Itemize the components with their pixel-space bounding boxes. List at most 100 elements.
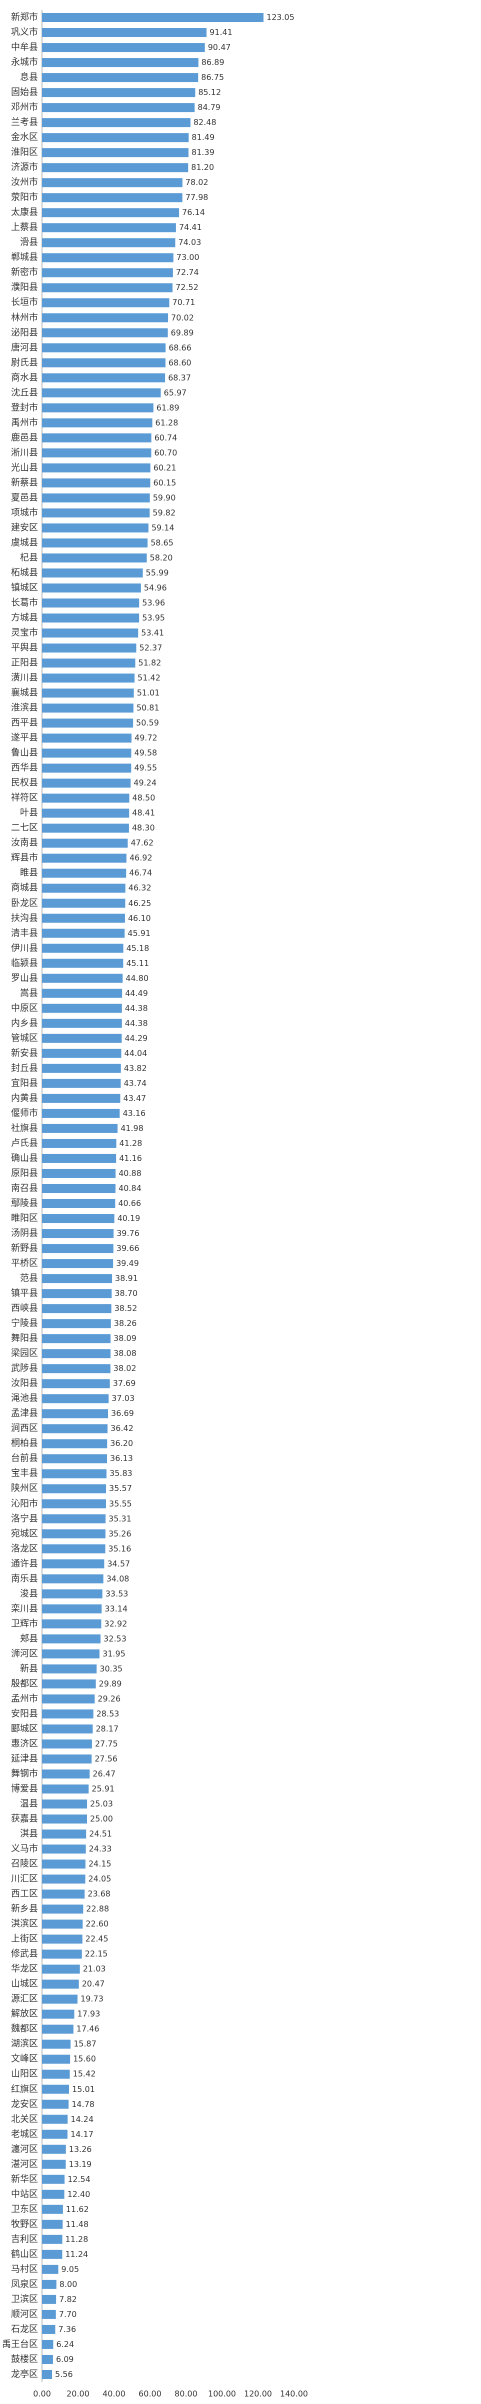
- y-tick-label: 义马市: [11, 1843, 38, 1855]
- y-tick-label: 虞城县: [11, 536, 38, 548]
- value-label: 91.41: [210, 28, 233, 37]
- value-label: 77.98: [185, 193, 208, 202]
- y-tick-label: 鼓楼区: [11, 2353, 38, 2365]
- value-label: 81.20: [191, 163, 214, 172]
- bar: [42, 1289, 112, 1299]
- value-label: 53.41: [141, 629, 164, 638]
- bar: [42, 118, 191, 128]
- y-tick-label: 中站区: [11, 2188, 38, 2200]
- bar: [42, 643, 137, 653]
- bar: [42, 568, 143, 578]
- y-tick-label: 民权县: [11, 777, 38, 789]
- y-tick-label: 息县: [20, 71, 38, 83]
- bar: [42, 1964, 80, 1974]
- bar: [42, 778, 131, 788]
- bar: [42, 883, 126, 893]
- bar: [42, 853, 127, 863]
- y-tick-label: 涧西区: [11, 1422, 38, 1434]
- value-label: 58.20: [150, 553, 173, 562]
- value-label: 86.89: [201, 58, 224, 67]
- y-tick-label: 汝阳县: [11, 1377, 38, 1389]
- value-label: 22.45: [85, 1935, 108, 1944]
- bar: [42, 1604, 102, 1614]
- value-label: 27.75: [95, 1739, 118, 1748]
- bar: [42, 1589, 103, 1599]
- value-label: 46.74: [129, 869, 152, 878]
- bar: [42, 1514, 106, 1524]
- bar: [42, 13, 264, 23]
- value-label: 61.89: [156, 403, 179, 412]
- y-tick-label: 尉氏县: [11, 356, 38, 368]
- bar: [42, 958, 124, 968]
- value-label: 39.66: [116, 1244, 139, 1253]
- bar: [42, 673, 135, 683]
- value-label: 24.05: [88, 1875, 111, 1884]
- value-label: 34.57: [107, 1559, 130, 1568]
- value-label: 15.01: [72, 2085, 95, 2094]
- value-label: 40.19: [117, 1214, 140, 1223]
- value-label: 40.66: [118, 1199, 141, 1208]
- y-tick-label: 南乐县: [11, 1572, 38, 1584]
- y-tick-label: 新密市: [11, 266, 38, 278]
- y-tick-label: 襄城县: [11, 687, 38, 699]
- value-label: 24.51: [89, 1830, 112, 1839]
- y-tick-label: 宜阳县: [11, 1077, 38, 1089]
- bar: [42, 2324, 56, 2334]
- y-tick-label: 滑县: [20, 237, 38, 248]
- value-label: 60.21: [153, 463, 176, 472]
- y-tick-label: 太康县: [11, 206, 38, 218]
- bar: [42, 1724, 93, 1734]
- value-label: 11.48: [66, 2220, 89, 2229]
- bar: [42, 808, 130, 818]
- value-label: 40.84: [119, 1184, 142, 1193]
- bar: [42, 748, 132, 758]
- value-label: 36.13: [110, 1454, 133, 1463]
- value-label: 44.29: [125, 1034, 148, 1043]
- y-tick-label: 光山县: [11, 461, 38, 473]
- y-tick-label: 镇平县: [11, 1287, 38, 1299]
- y-tick-label: 上街区: [11, 1933, 38, 1945]
- bar: [42, 898, 126, 908]
- bar: [42, 688, 134, 698]
- y-tick-label: 商城县: [11, 882, 38, 894]
- value-label: 47.62: [131, 839, 154, 848]
- bar: [42, 193, 183, 203]
- bar: [42, 1544, 106, 1554]
- bar: [42, 2174, 65, 2184]
- y-tick-label: 平桥区: [11, 1257, 38, 1269]
- value-label: 44.49: [125, 989, 148, 998]
- bar: [42, 1694, 95, 1704]
- bar: [42, 1904, 84, 1914]
- value-label: 7.70: [59, 2310, 77, 2319]
- y-tick-label: 龙亭区: [11, 2368, 38, 2380]
- y-tick-label: 鹿邑县: [11, 431, 38, 443]
- y-tick-label: 西峡县: [11, 1302, 38, 1314]
- value-label: 25.03: [90, 1800, 113, 1809]
- y-tick-label: 淇滨区: [11, 1918, 38, 1930]
- y-tick-label: 宝丰县: [11, 1467, 38, 1479]
- value-label: 7.36: [58, 2325, 76, 2334]
- y-tick-label: 获嘉县: [11, 1813, 38, 1825]
- y-tick-label: 栾川县: [11, 1602, 38, 1614]
- bar: [42, 1454, 108, 1464]
- value-label: 46.32: [128, 884, 151, 893]
- bar: [42, 868, 127, 878]
- y-tick-label: 山阳区: [11, 2069, 38, 2080]
- value-label: 14.24: [71, 2115, 94, 2124]
- y-tick-label: 舞阳县: [11, 1333, 38, 1344]
- y-tick-label: 建安区: [11, 521, 38, 533]
- value-label: 123.05: [266, 13, 294, 22]
- y-tick-label: 长垣市: [11, 296, 38, 308]
- bar: [42, 793, 130, 803]
- value-label: 13.26: [69, 2145, 92, 2154]
- y-tick-label: 淅川县: [11, 446, 38, 458]
- value-label: 21.03: [83, 1965, 106, 1974]
- bar: [42, 223, 176, 233]
- y-tick-label: 洛宁县: [11, 1512, 38, 1524]
- y-tick-label: 项城市: [11, 506, 38, 518]
- value-label: 28.17: [96, 1724, 119, 1733]
- bar: [42, 988, 123, 998]
- bar: [42, 253, 174, 263]
- bar: [42, 1078, 121, 1088]
- value-label: 15.42: [73, 2070, 96, 2079]
